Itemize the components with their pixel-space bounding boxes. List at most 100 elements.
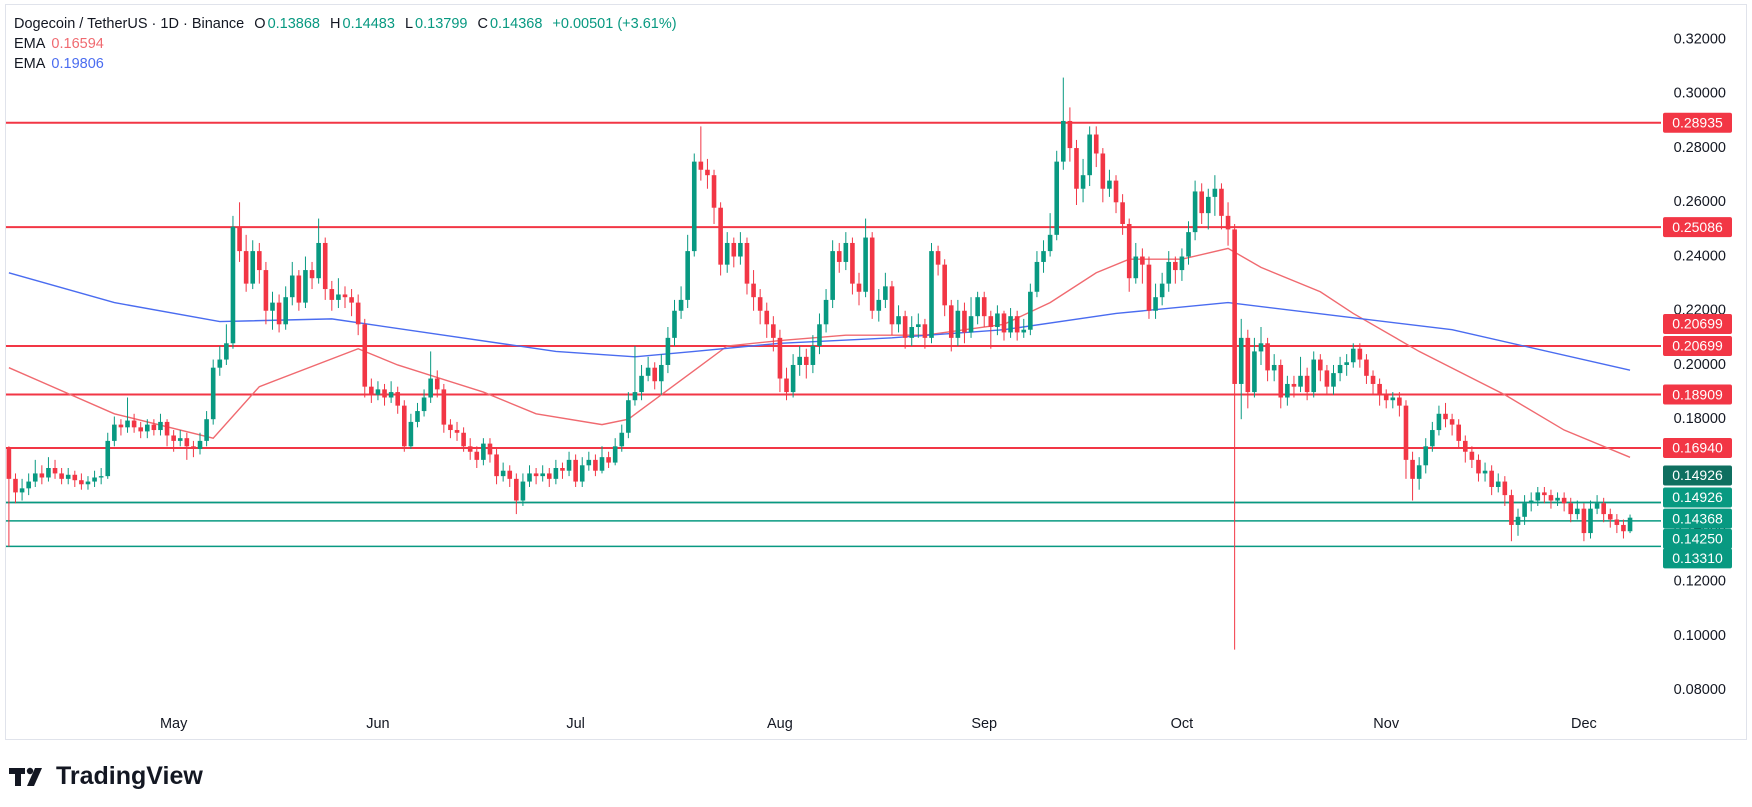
candle-body (1601, 503, 1606, 515)
candle-body (408, 421, 414, 447)
candle-body (382, 389, 387, 398)
candle-body (823, 299, 829, 325)
candle-body (461, 432, 466, 447)
candle-body (889, 286, 895, 325)
candle-body (1581, 508, 1587, 534)
candle-body (375, 389, 381, 395)
candle-body (771, 324, 776, 338)
legend-name: EMA (14, 56, 46, 72)
candle-body (843, 242, 849, 262)
candle-body (626, 400, 631, 433)
candle-body (92, 477, 97, 482)
candle-body (1561, 497, 1567, 504)
candle-body (553, 468, 559, 479)
candle-body (1397, 397, 1402, 406)
candle-body (909, 327, 915, 338)
candle-body (1074, 148, 1079, 189)
candle-body (718, 207, 723, 265)
candle-body (421, 397, 427, 412)
brand-logo (9, 767, 42, 786)
price-label: 0.20699 (1672, 316, 1723, 332)
candle-body (1100, 153, 1106, 189)
candle-body (929, 251, 934, 338)
candle-body (19, 488, 25, 493)
overlays (8, 247, 1631, 458)
candle-body (850, 242, 855, 284)
candle-body (955, 310, 961, 338)
candle-body (1489, 470, 1494, 487)
x-tick-label: Jun (366, 716, 389, 732)
candle-body (1041, 251, 1046, 262)
price-label: 0.20699 (1672, 338, 1723, 354)
legend-name: EMA (14, 36, 46, 52)
x-tick-label: Nov (1373, 716, 1400, 732)
candle-body (922, 324, 928, 338)
candle-body (289, 275, 295, 298)
ohlc-value: 0.14483 (342, 16, 395, 32)
price-label-box (1663, 217, 1732, 238)
candle-body (1133, 256, 1139, 279)
candle-body (507, 470, 513, 479)
candle-body (1192, 191, 1198, 233)
candle-body (184, 438, 190, 447)
candle-body (533, 473, 539, 477)
candle-body (1423, 446, 1429, 466)
candle-body (1238, 337, 1244, 384)
candle-body (151, 424, 157, 431)
candle-body (612, 446, 618, 463)
candle-body (171, 435, 176, 441)
candle-body (362, 324, 368, 387)
candle-body (336, 294, 341, 300)
candle-body (659, 364, 664, 382)
y-tick-label: 0.26000 (1674, 194, 1726, 210)
x-tick-label: Oct (1171, 716, 1194, 732)
price-label: 0.14250 (1672, 531, 1723, 547)
candle-body (1370, 375, 1376, 384)
candle-body (309, 270, 315, 279)
candle-body (144, 424, 150, 432)
candle-body (1245, 337, 1251, 393)
candle-body (402, 405, 407, 447)
candle-body (85, 481, 91, 485)
candle-body (296, 275, 302, 303)
candle-body (1212, 188, 1218, 197)
candle-body (1528, 500, 1534, 504)
candle-body (1390, 397, 1396, 401)
candle-body (738, 242, 743, 257)
candle-body (467, 446, 473, 452)
candle-body (1575, 508, 1580, 515)
ohlc-label: H (330, 16, 341, 32)
candle-body (619, 432, 625, 447)
chart-frame (5, 4, 1747, 740)
candle-body (1456, 424, 1461, 441)
candle-body (1047, 234, 1053, 252)
candle-body (322, 242, 328, 290)
candle-body (1344, 362, 1349, 365)
candle-body (355, 302, 361, 325)
candle-body (1291, 383, 1297, 387)
candle-body (177, 438, 183, 441)
candle-body (474, 451, 480, 460)
price-label: 0.14368 (1672, 510, 1723, 526)
candle-body (830, 251, 835, 300)
candle-body (204, 419, 209, 441)
candle-body (1258, 343, 1264, 352)
ohlc-label: L (404, 16, 414, 32)
candle-body (454, 430, 460, 433)
candle-body (876, 299, 882, 311)
axes: 0.080000.100000.120000.140000.160000.180… (160, 31, 1726, 731)
price-label-box (1663, 112, 1732, 133)
candle-body (52, 468, 58, 474)
y-tick-label: 0.10000 (1674, 628, 1726, 644)
candle-body (1153, 297, 1158, 311)
candle-body (724, 242, 730, 265)
candle-body (46, 468, 51, 478)
candle-body (1509, 495, 1514, 525)
x-tick-label: Aug (767, 716, 793, 732)
candle-body (744, 242, 750, 284)
price-label-box (1663, 465, 1732, 486)
candle-body (520, 481, 526, 501)
candle-body (1443, 413, 1448, 420)
price-label-box (1663, 336, 1732, 357)
candle-body (566, 459, 572, 471)
